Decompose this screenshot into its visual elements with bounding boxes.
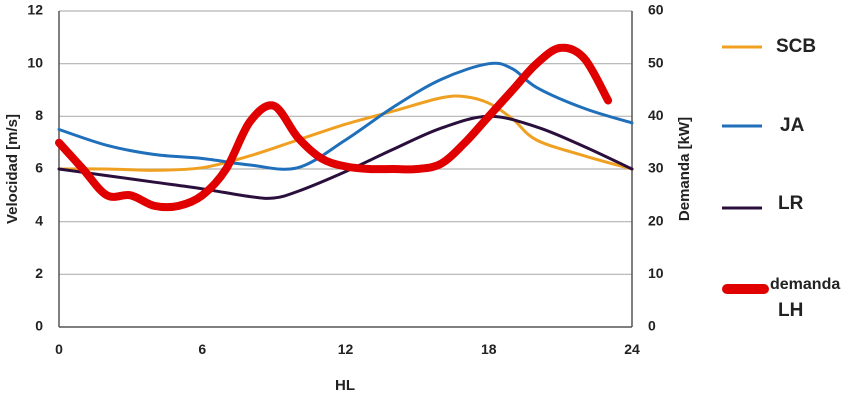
series-line-scb [57, 94, 634, 172]
series-line-ja [57, 61, 634, 171]
y-tick-label: 4 [35, 212, 43, 228]
legend-label-lh: LH [778, 300, 803, 321]
series-line-lr [57, 114, 634, 200]
y2-axis-title: Demanda [kW] [676, 117, 693, 221]
y2-tick-label: 30 [648, 160, 664, 176]
y2-tick-label: 10 [648, 265, 664, 281]
legend: SCB JA LR demanda LH [722, 36, 840, 321]
legend-label-ja: JA [780, 115, 805, 136]
y2-tick-label: 20 [648, 212, 664, 228]
y2-tick-label: 0 [648, 318, 656, 334]
y2-tick-label: 40 [648, 107, 664, 123]
x-tick-label: 18 [481, 341, 497, 357]
y2-tick-label: 60 [648, 2, 664, 18]
legend-label-lr: LR [778, 193, 804, 214]
legend-label-demanda: demanda [770, 276, 840, 293]
y-tick-label: 12 [27, 2, 43, 18]
x-tick-label: 0 [55, 341, 63, 357]
y-tick-label: 10 [27, 54, 43, 70]
series-line-demanda-lh [55, 43, 613, 212]
y-axis-title: Velocidad [m/s] [4, 114, 21, 224]
y-tick-label: 2 [35, 265, 43, 281]
y-tick-label: 8 [35, 107, 43, 123]
x-tick-label: 12 [338, 341, 354, 357]
x-tick-label: 24 [624, 341, 640, 357]
y-tick-label: 0 [35, 318, 43, 334]
x-axis-title: HL [335, 377, 355, 394]
x-tick-label: 6 [198, 341, 206, 357]
series-lines [55, 43, 634, 212]
y-tick-label: 6 [35, 160, 43, 176]
legend-label-scb: SCB [776, 36, 816, 57]
y2-tick-label: 50 [648, 54, 664, 70]
